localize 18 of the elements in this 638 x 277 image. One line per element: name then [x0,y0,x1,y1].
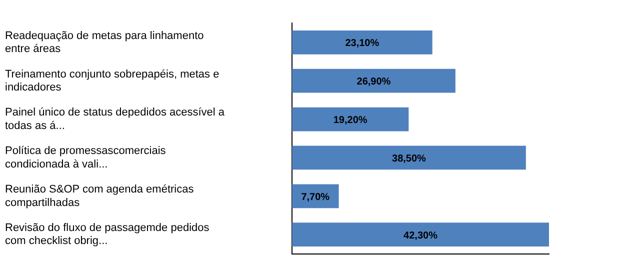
bar [292,146,526,170]
data-label: 7,70% [301,192,330,203]
bar [292,68,456,93]
y-tick-label: Painel único de status depedidos acessível a todas as á... [5,106,226,132]
data-label: 42,30% [404,230,438,242]
bar [292,107,409,132]
bar [292,222,549,246]
data-label: 23,10% [345,38,380,50]
data-label: 19,20% [333,115,368,126]
bar [292,30,432,54]
y-tick-label: Revisão do fluxo de passagemde pedidos com checklist obrig... [5,222,210,248]
data-label: 38,50% [392,153,426,164]
y-tick-label: Política de promessascomerciais condicionada à vali... [5,145,166,170]
y-tick-label: Readequação de metas para linhamento entre áreas [5,30,204,56]
bar [292,184,339,208]
data-label: 26,90% [356,76,391,88]
y-tick-label: Treinamento conjunto sobrepapéis, metas e indicadores [5,68,220,94]
y-tick-label: Reunião S&OP com agenda emétricas compartilhadas [5,184,194,209]
